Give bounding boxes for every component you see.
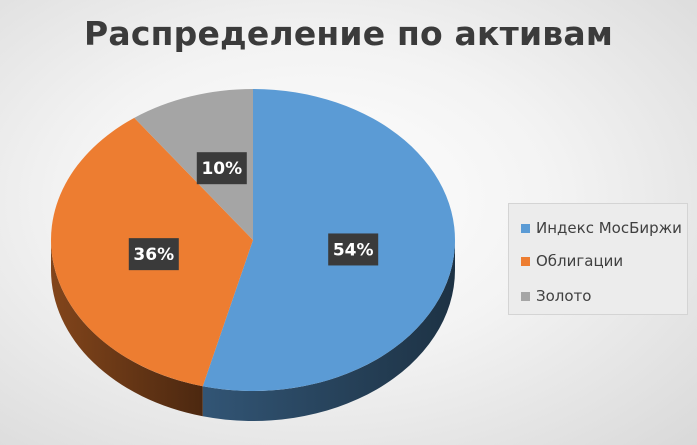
legend-label: Индекс МосБиржи (536, 219, 682, 237)
data-label-text: 54% (333, 240, 374, 260)
data-label-box (196, 152, 247, 185)
data-label: 54% (328, 233, 379, 266)
data-label-text: 10% (201, 159, 242, 179)
legend-item-obligatsii: Облигации (521, 251, 623, 271)
pie-slice (134, 89, 253, 240)
data-label-box (128, 238, 179, 271)
legend-swatch (521, 291, 530, 301)
pie-slice-side (202, 240, 455, 421)
legend-label: Облигации (536, 252, 624, 270)
legend-item-zoloto: Золото (521, 286, 591, 306)
data-label: 36% (128, 238, 179, 271)
data-label: 10% (196, 152, 247, 185)
legend-swatch (521, 256, 530, 266)
legend: Индекс МосБиржи Облигации Золото (508, 203, 688, 315)
legend-swatch (521, 223, 530, 233)
data-label-text: 36% (133, 245, 174, 265)
legend-label: Золото (536, 287, 592, 305)
data-label-box (328, 233, 379, 266)
legend-item-index-mosbirzhi: Индекс МосБиржи (521, 218, 682, 238)
pie-slice-side (51, 240, 203, 417)
chart-title: Распределение по активам (84, 14, 613, 53)
